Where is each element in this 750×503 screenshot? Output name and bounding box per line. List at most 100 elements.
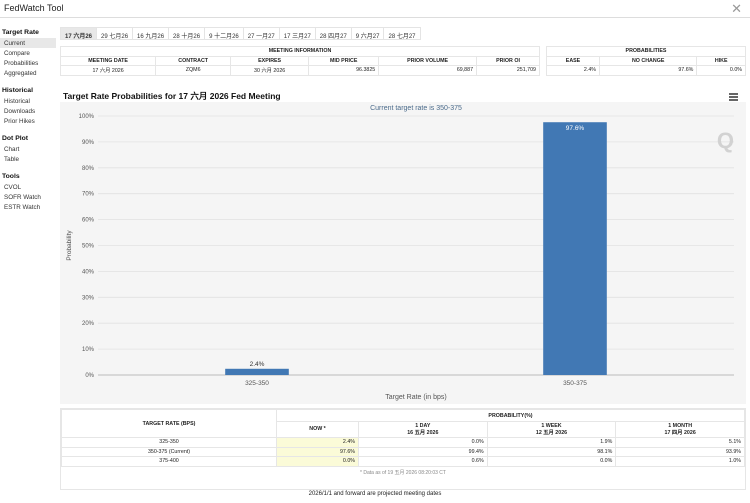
table-row: 350-375 (Current) 97.6% 99.4% 98.1% 93.9… <box>61 446 745 457</box>
x-tick-label: 325-350 <box>245 380 269 387</box>
col-1-day: 1 DAY 16 五月 2026 <box>358 421 488 438</box>
tab-meeting-3[interactable]: 28 十月26 <box>168 27 205 40</box>
no-change-value: 97.6% <box>598 65 698 76</box>
col-no-change: NO CHANGE <box>598 55 698 66</box>
sidebar-item-compare[interactable]: Compare <box>4 49 30 57</box>
y-axis-title: Probability <box>66 230 73 261</box>
mid-price-value: 96.3825 <box>308 65 380 76</box>
table-row: 325-350 2.4% 0.0% 1.9% 5.1% <box>61 437 745 448</box>
col-ease: EASE <box>546 55 600 66</box>
col-expires: EXPIRES <box>230 55 310 66</box>
tab-meeting-7[interactable]: 28 四月27 <box>314 27 351 40</box>
hike-value: 0.0% <box>696 65 746 76</box>
col-target-rate: TARGET RATE (BPS) <box>61 409 277 438</box>
meeting-info-title: MEETING INFORMATION <box>60 46 540 57</box>
sidebar-item-cvol[interactable]: CVOL <box>4 183 22 191</box>
tab-meeting-1[interactable]: 29 七月26 <box>96 27 133 40</box>
table-row: 375-400 0.0% 0.6% 0.0% 1.0% <box>61 456 745 467</box>
hamburger-menu-icon[interactable] <box>729 93 738 101</box>
chart-subtitle: Current target rate is 350-375 <box>370 105 462 112</box>
y-tick-label: 100% <box>79 114 95 120</box>
prior-oi-value: 251,709 <box>476 65 540 76</box>
chart-area: 0% 10% 20% 30% 40% 50% 60% 70% 80% 90% 100% Current… <box>60 102 746 404</box>
probability-table: TARGET RATE (BPS) PROBABILITY(%) NOW * 1… <box>61 409 745 467</box>
meeting-information-table: MEETING INFORMATION MEETING DATE CONTRAC… <box>59 46 540 76</box>
target-rate-cell: 325-350 <box>61 437 277 448</box>
one-week-cell: 0.0% <box>486 456 617 467</box>
x-tick-label: 350-375 <box>563 380 587 387</box>
table-row: 2.4% 97.6% 0.0% <box>546 65 746 76</box>
col-prior-oi: PRIOR OI <box>476 55 540 66</box>
sidebar-item-table[interactable]: Table <box>4 155 20 163</box>
now-cell: 97.6% <box>276 446 359 457</box>
data-timestamp-note: * Data as of 19 五月 2026 08:20:03 CT <box>360 469 446 476</box>
col-contract: CONTRACT <box>155 55 232 66</box>
meeting-date-tabs: 17 六月26 29 七月26 16 九月26 28 十月26 9 十二月26 … <box>60 27 421 40</box>
probabilities-title: PROBABILITIES <box>546 46 746 57</box>
probability-table-panel: TARGET RATE (BPS) PROBABILITY(%) NOW * 1… <box>60 408 746 490</box>
sidebar-section-target-rate: Target Rate <box>2 29 39 36</box>
one-day-cell: 0.0% <box>358 437 488 448</box>
probabilities-table: PROBABILITIES EASE NO CHANGE HIKE 2.4% 9… <box>546 46 746 76</box>
sidebar-item-sofr-watch[interactable]: SOFR Watch <box>4 193 41 201</box>
watermark-logo: Q <box>716 128 734 153</box>
one-month-cell: 1.0% <box>615 456 745 467</box>
tab-meeting-4[interactable]: 9 十二月26 <box>204 27 243 40</box>
data-label: 97.6% <box>566 125 585 132</box>
tab-meeting-6[interactable]: 17 三月27 <box>278 27 315 40</box>
one-month-cell: 93.9% <box>615 446 745 457</box>
meeting-date-value: 17 六月 2026 <box>59 65 157 76</box>
probability-group-header: PROBABILITY(%) <box>276 409 745 422</box>
sidebar-item-current[interactable]: Current <box>0 38 56 48</box>
y-tick-label: 30% <box>82 295 95 301</box>
one-day-cell: 0.6% <box>358 456 488 467</box>
col-mid-price: MID PRICE <box>308 55 380 66</box>
y-tick-label: 50% <box>82 244 95 250</box>
contract-value: ZQM6 <box>155 65 232 76</box>
col-now: NOW * <box>276 421 359 438</box>
sidebar-item-historical[interactable]: Historical <box>4 97 30 105</box>
one-month-cell: 5.1% <box>615 437 745 448</box>
close-icon[interactable]: ✕ <box>731 1 742 16</box>
table-row: 17 六月 2026 ZQM6 30 六月 2026 96.3825 69,88… <box>59 65 540 76</box>
sidebar-item-prior-hikes[interactable]: Prior Hikes <box>4 117 35 125</box>
y-tick-label: 60% <box>82 218 95 224</box>
x-axis-title: Target Rate (in bps) <box>385 394 446 401</box>
col-prior-volume: PRIOR VOLUME <box>378 55 478 66</box>
prior-volume-value: 69,887 <box>378 65 478 76</box>
title-bar: FedWatch Tool ✕ <box>0 0 750 18</box>
data-label: 2.4% <box>250 361 265 368</box>
y-tick-label: 20% <box>82 321 95 327</box>
tab-meeting-2[interactable]: 16 九月26 <box>132 27 169 40</box>
sidebar-item-probabilities[interactable]: Probabilities <box>4 59 39 67</box>
bar-chart: 0% 10% 20% 30% 40% 50% 60% 70% 80% 90% 100% Current… <box>66 105 734 401</box>
ease-value: 2.4% <box>546 65 600 76</box>
sidebar-item-downloads[interactable]: Downloads <box>4 107 36 115</box>
bar <box>225 368 289 375</box>
bar <box>543 122 607 375</box>
y-tick-label: 80% <box>82 166 95 172</box>
sidebar-section-dot-plot: Dot Plot <box>2 135 29 142</box>
tab-meeting-5[interactable]: 27 一月27 <box>242 27 279 40</box>
sidebar-section-tools: Tools <box>2 173 20 180</box>
tab-meeting-8[interactable]: 9 六月27 <box>350 27 384 40</box>
y-tick-label: 90% <box>82 140 95 146</box>
sidebar-section-historical: Historical <box>2 87 33 94</box>
expires-value: 30 六月 2026 <box>230 65 310 76</box>
col-meeting-date: MEETING DATE <box>59 55 157 66</box>
sidebar: Target Rate Current Compare Probabilitie… <box>0 26 56 212</box>
target-rate-cell: 375-400 <box>61 456 277 467</box>
tab-meeting-9[interactable]: 28 七月27 <box>383 27 421 40</box>
y-tick-label: 0% <box>85 373 94 379</box>
y-tick-label: 40% <box>82 269 95 275</box>
col-1-week: 1 WEEK 12 五月 2026 <box>486 421 617 438</box>
target-rate-cell: 350-375 (Current) <box>61 446 277 457</box>
sidebar-item-aggregated[interactable]: Aggregated <box>4 69 37 77</box>
tab-meeting-0[interactable]: 17 六月26 <box>60 27 97 40</box>
y-tick-label: 10% <box>82 347 95 353</box>
col-hike: HIKE <box>696 55 746 66</box>
sidebar-item-estr-watch[interactable]: ESTR Watch <box>4 203 41 211</box>
sidebar-item-chart[interactable]: Chart <box>4 145 20 153</box>
col-1-month: 1 MONTH 17 四月 2026 <box>615 421 745 438</box>
one-week-cell: 98.1% <box>486 446 617 457</box>
